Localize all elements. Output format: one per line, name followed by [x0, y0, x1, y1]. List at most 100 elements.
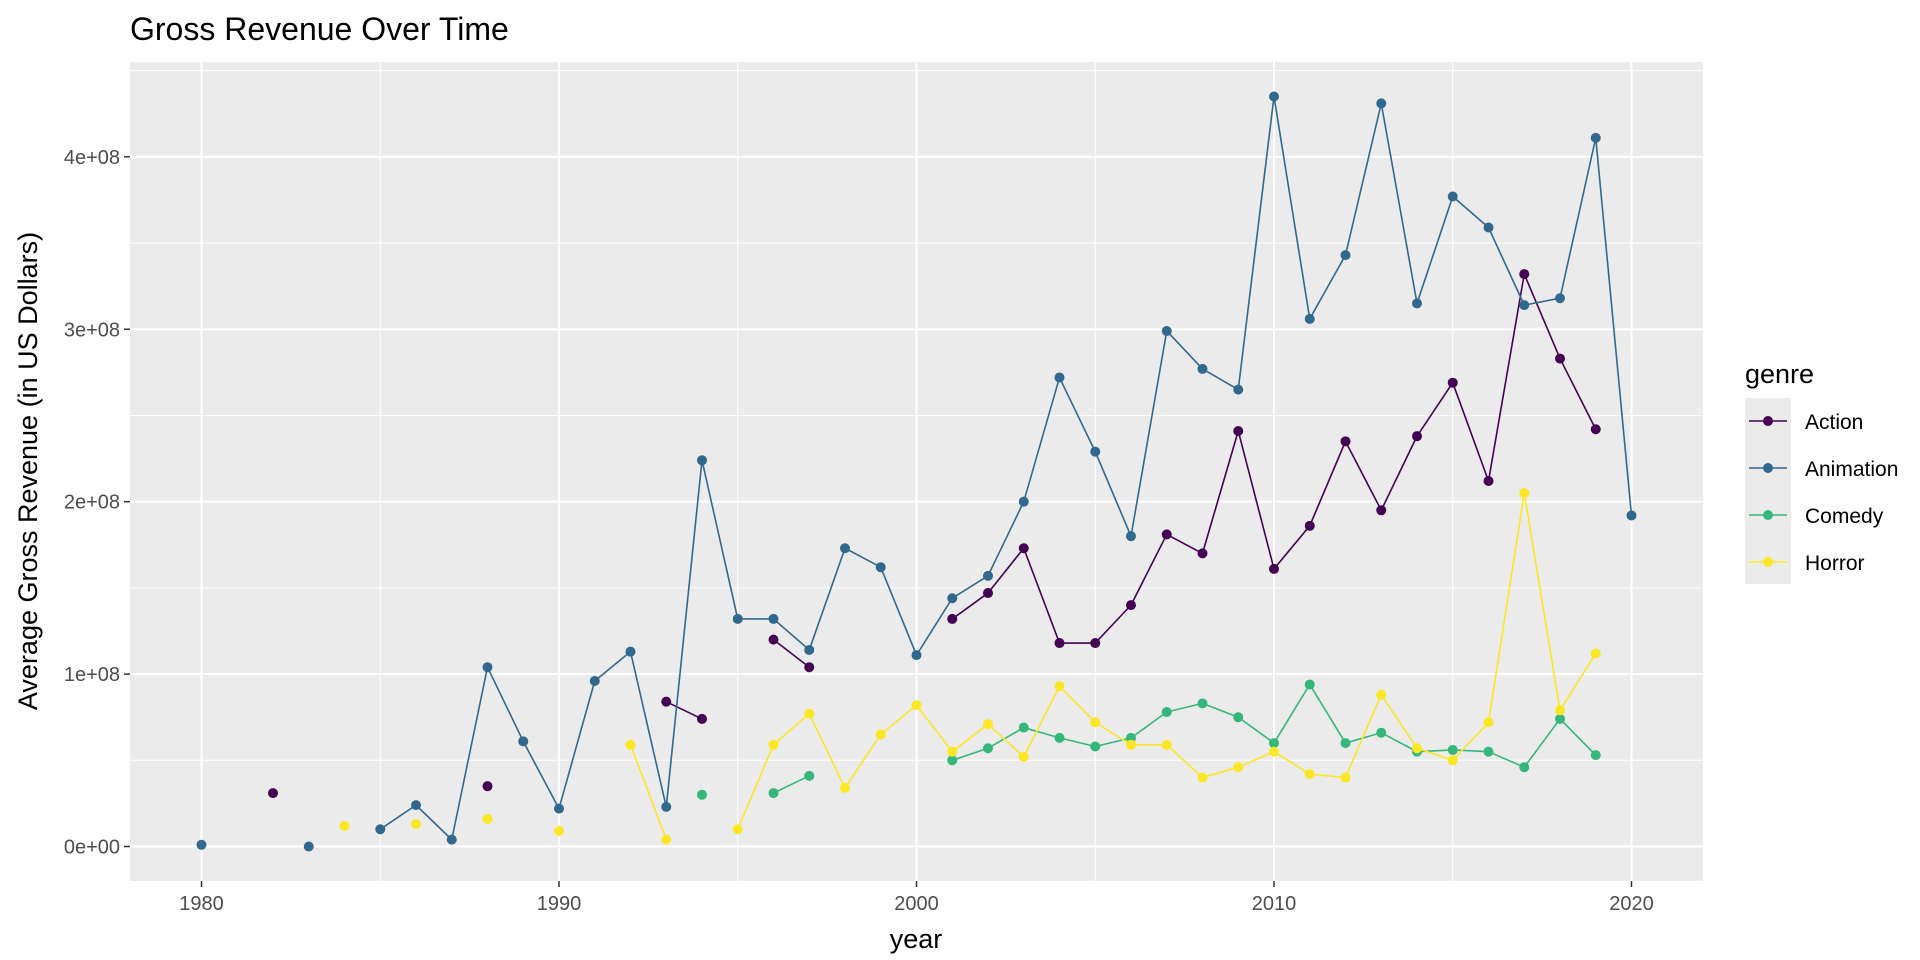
data-point-horror	[1054, 681, 1065, 692]
legend-item-action: Action	[1749, 411, 1863, 434]
series-segment-horror	[1452, 721, 1490, 761]
series-segment-comedy	[1380, 732, 1418, 753]
data-point-comedy	[1233, 712, 1244, 723]
series-segment-animation	[1309, 254, 1347, 320]
series-segment-action	[1130, 534, 1168, 606]
data-point-action	[1018, 543, 1029, 554]
series-segment-comedy	[1095, 737, 1132, 748]
series-segment-action	[951, 592, 989, 620]
series-segment-animation	[522, 740, 560, 809]
legend-label: Animation	[1805, 458, 1898, 481]
series-segment-horror	[1309, 773, 1346, 779]
data-point-comedy	[1340, 738, 1351, 749]
data-point-horror	[1269, 746, 1279, 757]
data-point-action	[1090, 638, 1101, 649]
data-point-comedy	[1197, 698, 1208, 709]
legend-key-background	[1745, 398, 1791, 584]
series-segment-action	[773, 638, 810, 668]
data-point-comedy	[768, 788, 779, 799]
x-tick-label: 2000	[894, 893, 939, 915]
legend-label: Comedy	[1805, 505, 1884, 528]
series-segment-horror	[1344, 694, 1382, 778]
data-point-animation	[1161, 325, 1172, 336]
legend-items: Action Animation Comedy Horror	[1749, 411, 1898, 575]
data-point-comedy	[1018, 722, 1029, 733]
series-layer	[196, 91, 1637, 852]
data-point-animation	[1197, 363, 1208, 374]
data-point-animation	[1054, 372, 1065, 383]
series-segment-animation	[486, 666, 524, 742]
data-point-animation	[661, 801, 672, 812]
series-segment-comedy	[1273, 684, 1311, 744]
series-segment-horror	[1166, 744, 1204, 779]
data-point-horror	[983, 719, 993, 730]
series-segment-animation	[1094, 451, 1132, 537]
data-point-horror	[625, 739, 636, 750]
data-point-animation	[1412, 298, 1422, 309]
data-point-animation	[947, 593, 958, 604]
data-point-animation	[875, 562, 886, 573]
data-point-comedy	[1519, 762, 1530, 773]
y-axis: 0e+00 1e+08 2e+08 3e+08 4e+08	[64, 147, 130, 859]
series-segment-action	[1094, 604, 1132, 644]
data-point-comedy	[1161, 707, 1172, 718]
series-segment-comedy	[1488, 750, 1525, 768]
data-point-action	[1161, 529, 1172, 540]
data-point-horror	[804, 708, 815, 719]
data-point-action	[482, 781, 493, 792]
data-point-horror	[1519, 488, 1530, 499]
data-point-action	[1126, 600, 1136, 611]
series-segment-animation	[1452, 195, 1490, 229]
data-point-animation	[732, 613, 743, 624]
legend-key-point	[1763, 557, 1773, 567]
data-point-horror	[1197, 772, 1208, 783]
data-point-animation	[589, 675, 600, 686]
data-point-horror	[768, 739, 779, 750]
chart-title: Gross Revenue Over Time	[130, 11, 509, 47]
data-point-animation	[1376, 98, 1387, 109]
data-point-animation	[1233, 384, 1244, 395]
series-segment-animation	[701, 460, 739, 620]
series-segment-horror	[844, 733, 882, 789]
data-point-horror	[947, 746, 958, 757]
data-point-horror	[1018, 751, 1029, 762]
data-point-horror	[554, 825, 564, 836]
data-point-action	[947, 613, 958, 624]
data-point-horror	[1376, 689, 1387, 700]
series-segment-comedy	[773, 775, 810, 794]
data-point-horror	[1447, 755, 1458, 766]
legend-item-comedy: Comedy	[1749, 505, 1884, 528]
series-segment-action	[1201, 430, 1240, 554]
x-tick-label: 1980	[179, 893, 224, 915]
series-segment-animation	[1202, 368, 1239, 391]
series-action	[268, 269, 1601, 799]
series-segment-animation	[880, 566, 918, 656]
x-tick-label: 2010	[1252, 893, 1297, 915]
data-point-action	[268, 788, 278, 799]
legend-key-point	[1763, 416, 1773, 426]
series-segment-horror	[987, 723, 1025, 758]
data-point-horror	[1304, 769, 1315, 780]
series-segment-horror	[1523, 492, 1561, 711]
series-segment-horror	[951, 723, 989, 753]
data-point-action	[697, 713, 707, 724]
data-point-animation	[411, 800, 421, 811]
legend-title: genre	[1745, 359, 1814, 389]
y-axis-title: Average Gross Revenue (in US Dollars)	[13, 232, 43, 710]
data-point-animation	[804, 644, 815, 655]
data-point-action	[1447, 377, 1458, 388]
data-point-horror	[1590, 648, 1601, 659]
data-point-comedy	[804, 770, 815, 781]
series-segment-comedy	[1416, 749, 1453, 753]
series-segment-animation	[1380, 103, 1418, 304]
data-point-action	[1555, 353, 1565, 364]
series-segment-comedy	[1523, 718, 1561, 768]
data-point-comedy	[947, 755, 958, 766]
data-point-animation	[1090, 446, 1101, 457]
series-segment-action	[1416, 382, 1454, 437]
series-segment-horror	[1094, 721, 1132, 746]
data-point-horror	[1555, 705, 1565, 716]
series-segment-animation	[629, 651, 668, 808]
series-segment-animation	[772, 618, 810, 651]
series-segment-animation	[1022, 377, 1061, 502]
